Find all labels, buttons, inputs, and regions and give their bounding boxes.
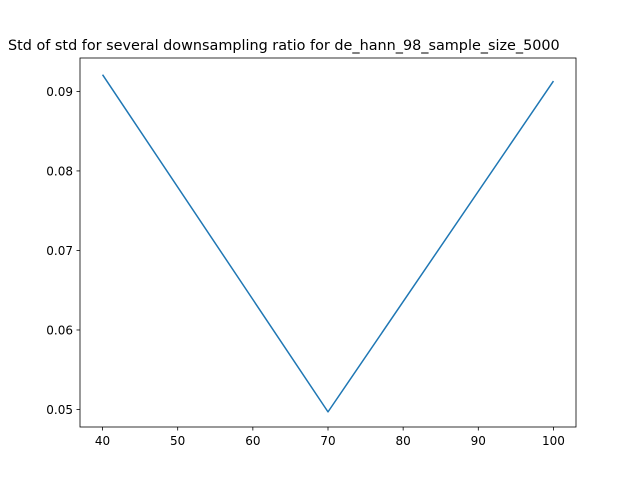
- series-line: [101, 74, 555, 413]
- y-tick-label: 0.07: [46, 244, 73, 258]
- chart-title: Std of std for several downsampling rati…: [8, 38, 560, 54]
- y-tick-label: 0.06: [46, 323, 73, 337]
- x-tick-label: 100: [542, 434, 565, 448]
- x-tick-label: 60: [245, 434, 260, 448]
- x-tick-label: 70: [320, 434, 335, 448]
- x-tick-label: 50: [170, 434, 185, 448]
- x-tick-label: 80: [396, 434, 411, 448]
- y-axis: 0.05 0.06 0.07 0.08 0.09: [46, 85, 80, 417]
- x-tick-label: 40: [95, 434, 110, 448]
- y-tick-label: 0.09: [46, 85, 73, 99]
- x-axis: 40 50 60 70 80 90 100: [95, 427, 565, 448]
- x-tick-label: 90: [471, 434, 486, 448]
- y-tick-label: 0.08: [46, 164, 73, 178]
- series-group: [101, 74, 555, 413]
- y-tick-label: 0.05: [46, 403, 73, 417]
